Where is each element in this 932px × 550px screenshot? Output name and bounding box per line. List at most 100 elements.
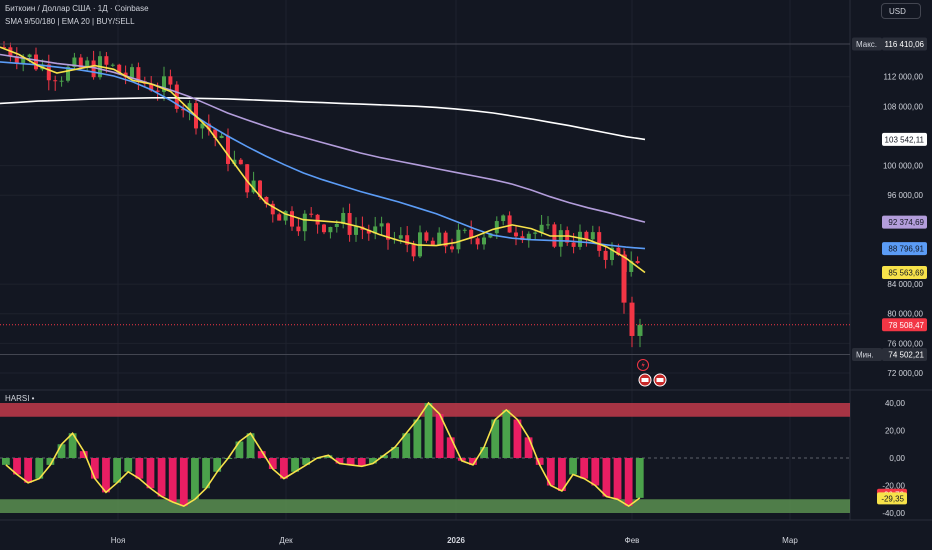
candle-body xyxy=(501,215,506,222)
harsi-bar xyxy=(102,458,110,493)
harsi-bars xyxy=(2,401,644,508)
harsi-bar xyxy=(480,447,488,458)
harsi-tag-bg xyxy=(877,492,907,505)
candle-body xyxy=(270,203,275,215)
candle-body xyxy=(488,233,493,238)
candle-body xyxy=(571,242,576,247)
candle-body xyxy=(386,223,390,240)
candle-body xyxy=(21,57,26,64)
candle-body xyxy=(514,232,518,237)
price-tag-bg xyxy=(882,132,927,146)
candle-body xyxy=(341,212,346,224)
price-tag: 88 796,91 xyxy=(888,245,924,254)
candle-body xyxy=(123,72,128,78)
candle-body xyxy=(507,215,512,233)
candle-body xyxy=(104,56,109,65)
candle-body xyxy=(616,247,621,255)
candle-body xyxy=(526,233,531,241)
harsi-bar xyxy=(346,458,355,465)
candle-body xyxy=(533,232,538,234)
candle-body xyxy=(85,60,90,68)
harsi-bar xyxy=(546,458,555,486)
harsi-bar xyxy=(124,458,133,472)
harsi-bar xyxy=(635,458,644,498)
harsi-bar xyxy=(268,458,277,469)
candle-body xyxy=(162,76,166,92)
price-tag-bg xyxy=(882,37,927,51)
harsi-bar xyxy=(79,451,88,458)
chart-title: Биткоин / Доллар США · 1Д · Coinbase xyxy=(5,4,149,13)
harsi-bands xyxy=(0,403,850,513)
harsi-bar xyxy=(413,419,422,458)
harsi-bar xyxy=(535,458,544,465)
candle-body xyxy=(462,229,467,231)
candle-body xyxy=(520,236,525,241)
candles xyxy=(2,41,643,348)
price-tag-bg xyxy=(882,347,927,361)
harsi-bar xyxy=(391,447,400,458)
candle-body xyxy=(584,231,589,240)
candle-body xyxy=(482,237,486,245)
candle-body xyxy=(443,232,448,247)
extreme-label-bg xyxy=(852,347,882,361)
candle-body xyxy=(117,64,122,73)
candle-body xyxy=(136,67,141,82)
candle-body xyxy=(296,226,301,232)
candle-body xyxy=(226,135,230,164)
harsi-bar xyxy=(558,458,566,491)
harsi-bar xyxy=(380,455,388,458)
candle-body xyxy=(558,230,563,247)
harsi-bar xyxy=(580,458,589,479)
price-tags: Макс. 116 410,06 103 542,11 92 374,69 88 796… xyxy=(0,37,927,505)
harsi-bar xyxy=(113,458,121,483)
candle-body xyxy=(578,231,582,247)
harsi-tick-label: -20,00 xyxy=(882,482,905,491)
harsi-bar xyxy=(90,458,99,479)
line-ema-20 xyxy=(0,53,646,223)
harsi-tick-label: 40,00 xyxy=(885,399,906,408)
candle-body xyxy=(200,123,205,129)
candle-body xyxy=(469,229,474,239)
harsi-bar xyxy=(2,458,10,465)
candle-body xyxy=(629,261,634,272)
candle-body xyxy=(546,224,550,226)
harsi-bar xyxy=(135,458,144,479)
harsi-bar xyxy=(35,458,44,479)
candle-body xyxy=(206,123,211,130)
harsi-bar xyxy=(246,433,255,458)
harsi-bar xyxy=(213,458,222,472)
candle-body xyxy=(251,180,256,193)
harsi-bar xyxy=(335,458,344,464)
candle-body xyxy=(494,221,499,234)
price-tick-label: 96 000,00 xyxy=(887,191,923,200)
markers xyxy=(637,359,667,387)
price-tick-label: 84 000,00 xyxy=(887,280,923,289)
price-tag: 78 508,47 xyxy=(888,321,924,330)
candle-body xyxy=(34,54,38,70)
candle-body xyxy=(53,80,58,82)
event-flag-icon xyxy=(641,378,649,382)
harsi-bar xyxy=(68,433,77,458)
candle-body xyxy=(27,54,32,58)
time-tick-label: Ноя xyxy=(111,536,126,545)
candle-body xyxy=(283,211,288,221)
price-tag: 103 542,11 xyxy=(885,135,925,144)
harsi-bar xyxy=(446,437,455,458)
harsi-bar xyxy=(191,458,199,500)
candle-body xyxy=(322,224,326,233)
harsi-tick-label: 0,00 xyxy=(889,454,905,463)
harsi-bar xyxy=(491,419,500,458)
harsi-bar xyxy=(513,419,522,458)
candle-body xyxy=(610,247,614,260)
candle-body xyxy=(629,302,635,336)
harsi-bar xyxy=(202,458,210,489)
harsi-bar xyxy=(46,458,55,465)
candle-body xyxy=(328,226,333,233)
harsi-bar xyxy=(569,458,577,475)
currency-button[interactable]: USD xyxy=(881,3,921,19)
candle-body xyxy=(14,56,19,64)
harsi-bar xyxy=(24,458,33,483)
candle-body xyxy=(379,223,384,227)
candle-body xyxy=(366,229,371,234)
